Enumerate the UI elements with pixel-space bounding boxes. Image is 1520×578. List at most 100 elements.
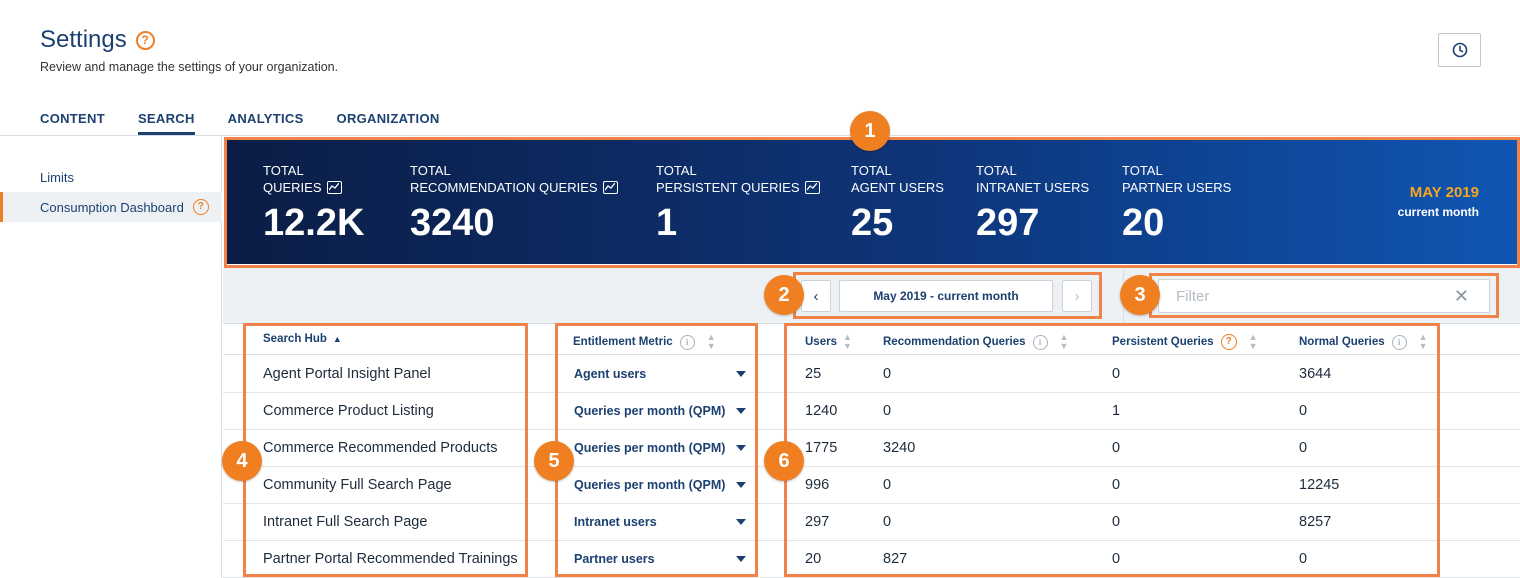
cell-normal-queries: 8257 — [1299, 514, 1332, 530]
info-icon[interactable]: i — [1032, 334, 1048, 350]
cell-search-hub: Commerce Recommended Products — [263, 440, 498, 456]
kpi-total-agent-users: TOTAL AGENT USERS 25 — [851, 162, 944, 244]
entitlement-metric-dropdown[interactable]: Partner users — [574, 552, 746, 566]
kpi-label: TOTAL PARTNER USERS — [1122, 163, 1232, 195]
kpi-total-recommendation-queries: TOTAL RECOMMENDATION QUERIES 3240 — [410, 162, 618, 244]
filter-input[interactable] — [1159, 280, 1439, 312]
cell-normal-queries: 0 — [1299, 440, 1308, 456]
filter-box: ✕ — [1158, 279, 1490, 313]
kpi-total-persistent-queries: TOTAL PERSISTENT QUERIES 1 — [656, 162, 820, 244]
tab-organization[interactable]: ORGANIZATION — [336, 111, 440, 126]
entitlement-metric-dropdown[interactable]: Queries per month (QPM) — [574, 478, 746, 492]
cell-persistent-queries: 0 — [1112, 477, 1121, 493]
tab-analytics[interactable]: ANALYTICS — [227, 111, 304, 126]
sidebar-item-label: Limits — [40, 169, 74, 185]
cell-recommendation-queries: 0 — [883, 403, 892, 419]
info-icon[interactable]: i — [1391, 334, 1407, 350]
chart-icon[interactable] — [326, 181, 342, 194]
cell-recommendation-queries: 827 — [883, 551, 908, 567]
cell-recommendation-queries: 0 — [883, 514, 892, 530]
help-icon[interactable]: ? — [135, 30, 155, 50]
table-header: Search Hub ▲ Entitlement Metric i ▲ ▼ Users ▲… — [223, 325, 1520, 355]
entitlement-metric-dropdown[interactable]: Agent users — [574, 367, 746, 381]
cell-search-hub: Agent Portal Insight Panel — [263, 366, 431, 382]
kpi-value: 12.2K — [263, 202, 365, 244]
entitlement-metric-dropdown[interactable]: Intranet users — [574, 515, 746, 529]
main-tabs: CONTENT SEARCH ANALYTICS ORGANIZATION — [40, 111, 473, 135]
kpi-value: 297 — [976, 202, 1040, 244]
caret-down-icon — [736, 519, 746, 525]
column-header-users[interactable]: Users ▲ ▼ — [805, 332, 852, 351]
table-row: Intranet Full Search Page Intranet users… — [223, 504, 1520, 541]
callout-badge-5: 5 — [534, 441, 574, 481]
kpi-label: TOTAL QUERIES — [263, 162, 364, 196]
help-icon[interactable]: ? — [192, 199, 209, 215]
sidebar-item-consumption-dashboard[interactable]: Consumption Dashboard ? — [0, 192, 222, 222]
cell-users: 1775 — [805, 440, 838, 456]
kpi-value: 20 — [1122, 202, 1165, 244]
sort-ascending-icon: ▲ — [332, 333, 342, 344]
sort-icon: ▲ ▼ — [1248, 332, 1258, 351]
sort-icon: ▲ ▼ — [842, 332, 852, 351]
table-row: Agent Portal Insight Panel Agent users 2… — [223, 356, 1520, 393]
column-header-search-hub[interactable]: Search Hub ▲ — [263, 333, 342, 345]
caret-down-icon — [736, 445, 746, 451]
cell-normal-queries: 12245 — [1299, 477, 1340, 493]
column-header-persistent-queries[interactable]: Persistent Queries? ▲ ▼ — [1112, 332, 1258, 351]
cell-users: 996 — [805, 477, 830, 493]
cell-persistent-queries: 0 — [1112, 440, 1121, 456]
sort-icon: ▲ ▼ — [1059, 332, 1069, 351]
sidebar-item-limits[interactable]: Limits — [0, 162, 222, 192]
cell-users: 297 — [805, 514, 830, 530]
cell-search-hub: Community Full Search Page — [263, 477, 452, 493]
cell-search-hub: Intranet Full Search Page — [263, 514, 428, 530]
kpi-banner: TOTAL QUERIES 12.2K TOTAL RECOMMENDATION Q… — [227, 140, 1517, 264]
tabs-divider — [0, 135, 1520, 136]
column-header-entitlement-metric[interactable]: Entitlement Metric i ▲ ▼ — [573, 332, 716, 351]
page-title-text: Settings — [40, 26, 127, 53]
chart-icon[interactable] — [602, 181, 618, 194]
column-header-recommendation-queries[interactable]: Recommendation Queries i ▲ ▼ — [883, 332, 1069, 351]
previous-period-button[interactable]: ‹ — [801, 280, 831, 312]
cell-recommendation-queries: 0 — [883, 366, 892, 382]
chevron-left-icon: ‹ — [813, 287, 819, 305]
callout-badge-3: 3 — [1120, 275, 1160, 315]
period-selector[interactable]: May 2019 - current month — [839, 280, 1053, 312]
banner-period: MAY 2019 current month — [1398, 184, 1479, 219]
kpi-label: TOTAL AGENT USERS — [851, 163, 944, 195]
chevron-right-icon: › — [1074, 287, 1080, 305]
tab-content[interactable]: CONTENT — [40, 111, 105, 126]
cell-recommendation-queries: 0 — [883, 477, 892, 493]
cell-persistent-queries: 0 — [1112, 551, 1121, 567]
clear-icon[interactable]: ✕ — [1453, 286, 1469, 306]
cell-recommendation-queries: 3240 — [883, 440, 916, 456]
kpi-label: TOTAL PERSISTENT QUERIES — [656, 162, 820, 196]
column-header-normal-queries[interactable]: Normal Queries i ▲ ▼ — [1299, 332, 1428, 351]
history-button[interactable] — [1438, 33, 1481, 67]
kpi-value: 25 — [851, 202, 894, 244]
cell-persistent-queries: 1 — [1112, 403, 1121, 419]
table-row: Commerce Product Listing Queries per mon… — [223, 393, 1520, 430]
callout-badge-2: 2 — [764, 275, 804, 315]
entitlement-metric-dropdown[interactable]: Queries per month (QPM) — [574, 441, 746, 455]
cell-users: 25 — [805, 366, 822, 382]
sort-icon: ▲ ▼ — [1418, 332, 1428, 351]
entitlement-metric-dropdown[interactable]: Queries per month (QPM) — [574, 404, 746, 418]
chart-icon[interactable] — [804, 181, 820, 194]
next-period-button[interactable]: › — [1062, 280, 1092, 312]
cell-normal-queries: 3644 — [1299, 366, 1332, 382]
info-icon[interactable]: i — [679, 334, 695, 350]
caret-down-icon — [736, 408, 746, 414]
kpi-total-intranet-users: TOTAL INTRANET USERS 297 — [976, 162, 1089, 244]
page-subtitle: Review and manage the settings of your o… — [40, 60, 339, 74]
cell-users: 1240 — [805, 403, 838, 419]
kpi-label: TOTAL RECOMMENDATION QUERIES — [410, 162, 618, 196]
help-icon[interactable]: ? — [1220, 334, 1237, 350]
tab-search[interactable]: SEARCH — [137, 111, 195, 135]
table-toolbar: ‹ May 2019 - current month › ✕ — [223, 268, 1520, 324]
kpi-value: 3240 — [410, 202, 495, 244]
table-row: Community Full Search Page Queries per m… — [223, 467, 1520, 504]
cell-users: 20 — [805, 551, 822, 567]
banner-month: MAY 2019 — [1409, 184, 1479, 201]
